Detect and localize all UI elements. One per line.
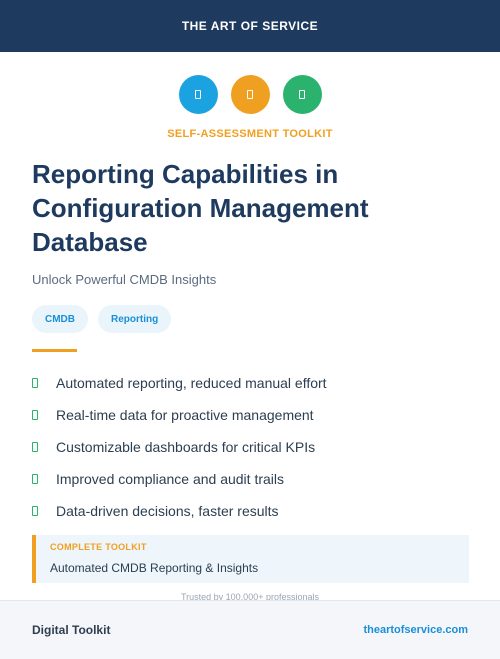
callout-description: Automated CMDB Reporting & Insights bbox=[50, 561, 259, 575]
check-icon bbox=[32, 506, 38, 516]
callout-label: COMPLETE TOOLKIT bbox=[50, 542, 147, 552]
header-bar: THE ART OF SERVICE bbox=[0, 0, 500, 52]
list-item: Data-driven decisions, faster results bbox=[32, 495, 327, 527]
accent-divider bbox=[32, 349, 77, 352]
toolkit-callout: COMPLETE TOOLKIT Automated CMDB Reportin… bbox=[32, 535, 469, 583]
list-item: Improved compliance and audit trails bbox=[32, 463, 327, 495]
website-link[interactable]: theartofservice.com bbox=[363, 624, 468, 636]
kicker-label: SELF-ASSESSMENT TOOLKIT bbox=[167, 128, 333, 140]
list-item: Automated reporting, reduced manual effo… bbox=[32, 367, 327, 399]
check-icon bbox=[32, 474, 38, 484]
tag-cmdb: CMDB bbox=[32, 305, 88, 333]
feature-list: Automated reporting, reduced manual effo… bbox=[32, 367, 327, 527]
check-icon bbox=[32, 410, 38, 420]
footer: Digital Toolkit theartofservice.com bbox=[0, 600, 500, 659]
tag-reporting: Reporting bbox=[98, 305, 172, 333]
page-title: Reporting Capabilities in Configuration … bbox=[32, 159, 369, 257]
document-icon bbox=[282, 75, 322, 114]
check-icon bbox=[32, 442, 38, 452]
document-icon bbox=[178, 75, 218, 114]
footer-label: Digital Toolkit bbox=[32, 623, 111, 637]
trusted-note: Trusted by 100,000+ professionals bbox=[180, 592, 319, 600]
brand-name: THE ART OF SERVICE bbox=[181, 19, 319, 33]
list-item: Customizable dashboards for critical KPI… bbox=[32, 431, 327, 463]
list-item: Real-time data for proactive management bbox=[32, 399, 327, 431]
tag-list: CMDB Reporting bbox=[32, 305, 172, 333]
document-icon bbox=[230, 75, 270, 114]
check-icon bbox=[32, 378, 38, 388]
subtitle: Unlock Powerful CMDB Insights bbox=[32, 272, 217, 287]
icon-row bbox=[0, 75, 500, 114]
